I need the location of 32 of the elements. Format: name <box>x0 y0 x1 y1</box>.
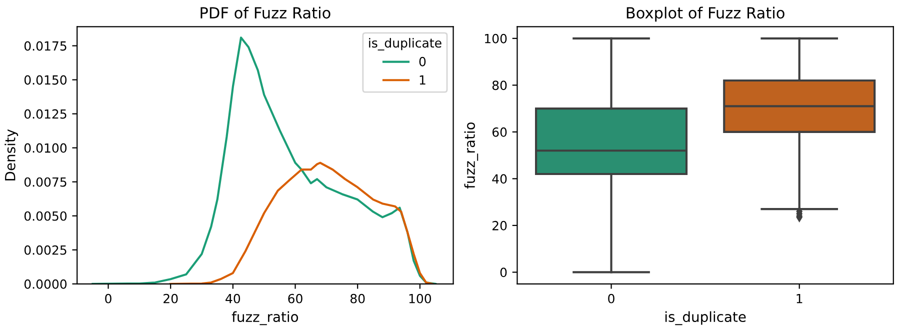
line-series <box>170 162 434 284</box>
y-tick-label: 0.0075 <box>24 177 66 187</box>
y-tick-label: 0 <box>500 268 507 278</box>
x-tick-label: 0 <box>608 294 614 304</box>
chart-title: PDF of Fuzz Ratio <box>200 6 330 19</box>
x-axis-title: fuzz_ratio <box>232 311 298 326</box>
legend-label: 1 <box>420 75 426 85</box>
y-tick-label: 0.0025 <box>24 245 66 255</box>
legend-label: 0 <box>419 56 426 66</box>
y-tick-label: 0.0175 <box>24 41 66 51</box>
x-tick-label: 60 <box>288 294 302 304</box>
y-tick-label: 40 <box>492 174 507 184</box>
y-tick-label: 60 <box>492 127 507 137</box>
legend-title: is_duplicate <box>369 38 442 50</box>
y-tick-label: 20 <box>492 220 507 230</box>
x-tick-label: 1 <box>796 294 802 304</box>
y-tick-label: 0.0100 <box>24 143 67 153</box>
y-tick-label: 0.0125 <box>24 109 66 119</box>
x-tick-label: 40 <box>226 294 240 304</box>
x-tick-label: 80 <box>350 294 365 304</box>
y-tick-label: 80 <box>492 80 507 90</box>
y-tick-label: 0.0000 <box>24 279 67 289</box>
x-axis-title: is_duplicate <box>665 311 746 326</box>
y-tick-label: 100 <box>485 34 507 44</box>
x-tick-label: 20 <box>164 294 178 304</box>
y-axis-title: fuzz_ratio <box>464 122 478 189</box>
y-tick-label: 0.0050 <box>24 211 67 221</box>
y-axis-title: Density <box>4 129 18 180</box>
x-tick-label: 0 <box>105 294 112 304</box>
x-tick-label: 100 <box>409 294 432 304</box>
y-tick-label: 0.0150 <box>24 75 67 85</box>
chart-title: Boxplot of Fuzz Ratio <box>626 6 784 22</box>
